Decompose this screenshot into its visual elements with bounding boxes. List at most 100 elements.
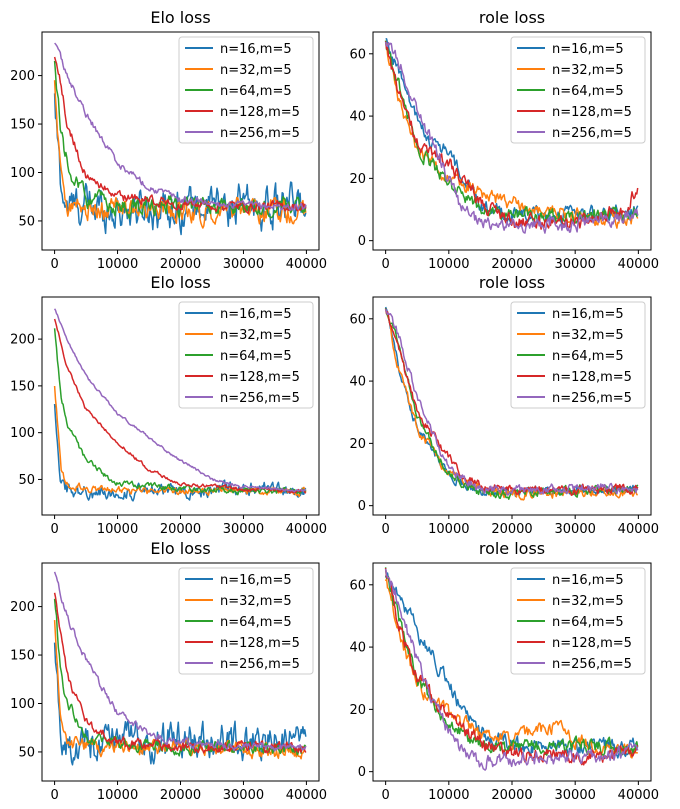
legend-label: n=128,m=5 bbox=[220, 636, 300, 651]
x-tick-label: 20000 bbox=[160, 522, 201, 537]
y-tick-label: 20 bbox=[349, 703, 366, 718]
legend: n=16,m=5 n=32,m=5 n=64,m=5 n=128,m=5 n=256,m… bbox=[178, 36, 314, 144]
series-line-n=256,m=5 bbox=[384, 41, 639, 234]
legend-label: n=64,m=5 bbox=[552, 84, 624, 99]
legend-label: n=128,m=5 bbox=[552, 105, 632, 120]
panel-title: role loss bbox=[479, 539, 545, 558]
y-tick-label: 150 bbox=[10, 118, 35, 133]
legend-label: n=16,m=5 bbox=[220, 573, 292, 588]
x-tick-label: 10000 bbox=[428, 522, 469, 537]
legend-box bbox=[178, 301, 314, 409]
y-tick-label: 200 bbox=[10, 333, 35, 348]
legend-box bbox=[178, 36, 314, 144]
y-tick-label: 100 bbox=[10, 166, 35, 181]
y-tick-label: 50 bbox=[18, 214, 35, 229]
series-line-n=256,m=5 bbox=[384, 568, 639, 771]
series-line-n=16,m=5 bbox=[53, 403, 307, 502]
legend-box bbox=[510, 301, 646, 409]
panel-4: role loss 0 10000 20000 30000 40000 0 20 40 60 n=1… bbox=[349, 273, 659, 537]
panel-title: role loss bbox=[479, 8, 545, 27]
panel-1: Elo loss 0 10000 20000 30000 40000 50 100 150 200… bbox=[10, 8, 327, 272]
x-tick-label: 40000 bbox=[286, 522, 327, 537]
legend-label: n=128,m=5 bbox=[220, 370, 300, 385]
legend: n=16,m=5 n=32,m=5 n=64,m=5 n=128,m=5 n=256,m… bbox=[178, 301, 314, 409]
legend-box bbox=[178, 567, 314, 675]
y-tick-label: 0 bbox=[358, 234, 366, 249]
y-tick-label: 100 bbox=[10, 697, 35, 712]
legend-label: n=128,m=5 bbox=[220, 105, 300, 120]
y-tick-label: 40 bbox=[349, 375, 366, 390]
y-tick-label: 0 bbox=[358, 765, 366, 780]
x-tick-label: 40000 bbox=[286, 788, 327, 803]
legend-label: n=32,m=5 bbox=[220, 328, 292, 343]
x-tick-label: 0 bbox=[381, 522, 389, 537]
x-tick-label: 10000 bbox=[97, 788, 138, 803]
x-tick-label: 30000 bbox=[555, 788, 596, 803]
y-tick-label: 50 bbox=[18, 473, 35, 488]
y-tick-label: 200 bbox=[10, 600, 35, 615]
legend-label: n=32,m=5 bbox=[552, 594, 624, 609]
series-line-n=64,m=5 bbox=[384, 567, 639, 756]
y-tick-label: 50 bbox=[18, 745, 35, 760]
legend-label: n=128,m=5 bbox=[552, 370, 632, 385]
legend-label: n=256,m=5 bbox=[552, 126, 632, 141]
legend-label: n=16,m=5 bbox=[552, 307, 624, 322]
x-tick-label: 40000 bbox=[618, 257, 659, 272]
y-tick-label: 0 bbox=[358, 499, 366, 514]
y-tick-label: 40 bbox=[349, 641, 366, 656]
x-tick-label: 20000 bbox=[160, 257, 201, 272]
x-tick-label: 20000 bbox=[491, 257, 532, 272]
legend-label: n=128,m=5 bbox=[552, 636, 632, 651]
y-tick-label: 20 bbox=[349, 437, 366, 452]
x-tick-label: 40000 bbox=[618, 788, 659, 803]
legend-label: n=32,m=5 bbox=[552, 63, 624, 78]
series-line-n=256,m=5 bbox=[53, 571, 307, 752]
x-tick-label: 10000 bbox=[97, 522, 138, 537]
y-tick-label: 20 bbox=[349, 172, 366, 187]
series-group bbox=[384, 567, 639, 771]
legend-label: n=32,m=5 bbox=[552, 328, 624, 343]
legend-label: n=32,m=5 bbox=[220, 63, 292, 78]
legend-label: n=16,m=5 bbox=[552, 42, 624, 57]
legend: n=16,m=5 n=32,m=5 n=64,m=5 n=128,m=5 n=256,m… bbox=[178, 567, 314, 675]
x-tick-label: 0 bbox=[381, 257, 389, 272]
x-tick-label: 20000 bbox=[491, 788, 532, 803]
panel-6: role loss 0 10000 20000 30000 40000 0 20 40 60 n=1… bbox=[349, 539, 659, 803]
legend-box bbox=[510, 36, 646, 144]
legend-label: n=256,m=5 bbox=[220, 126, 300, 141]
legend-label: n=64,m=5 bbox=[220, 84, 292, 99]
legend: n=16,m=5 n=32,m=5 n=64,m=5 n=128,m=5 n=256,m… bbox=[510, 301, 646, 409]
x-tick-label: 40000 bbox=[286, 257, 327, 272]
x-tick-label: 40000 bbox=[618, 522, 659, 537]
panel-title: role loss bbox=[479, 273, 545, 292]
series-group bbox=[384, 37, 639, 234]
x-tick-label: 0 bbox=[381, 788, 389, 803]
x-tick-label: 10000 bbox=[428, 257, 469, 272]
series-group bbox=[53, 308, 307, 502]
series-line-n=256,m=5 bbox=[384, 308, 639, 496]
y-tick-label: 150 bbox=[10, 379, 35, 394]
series-line-n=128,m=5 bbox=[53, 592, 307, 754]
x-tick-label: 30000 bbox=[555, 257, 596, 272]
x-tick-label: 0 bbox=[50, 522, 58, 537]
x-tick-label: 30000 bbox=[223, 257, 264, 272]
legend-label: n=16,m=5 bbox=[220, 307, 292, 322]
legend-label: n=64,m=5 bbox=[220, 349, 292, 364]
series-line-n=256,m=5 bbox=[54, 42, 307, 211]
series-group bbox=[384, 306, 639, 501]
x-tick-label: 30000 bbox=[223, 522, 264, 537]
legend-label: n=256,m=5 bbox=[552, 391, 632, 406]
y-tick-label: 100 bbox=[10, 426, 35, 441]
y-tick-label: 150 bbox=[10, 649, 35, 664]
panel-2: role loss 0 10000 20000 30000 40000 0 20 40 60 n=1… bbox=[349, 8, 659, 272]
x-tick-label: 0 bbox=[50, 257, 58, 272]
x-tick-label: 10000 bbox=[97, 257, 138, 272]
y-tick-label: 60 bbox=[349, 312, 366, 327]
panel-title: Elo loss bbox=[150, 539, 210, 558]
legend-label: n=32,m=5 bbox=[220, 594, 292, 609]
legend-label: n=256,m=5 bbox=[552, 657, 632, 672]
y-tick-label: 60 bbox=[349, 47, 366, 62]
legend-label: n=64,m=5 bbox=[552, 615, 624, 630]
legend-label: n=256,m=5 bbox=[220, 657, 300, 672]
